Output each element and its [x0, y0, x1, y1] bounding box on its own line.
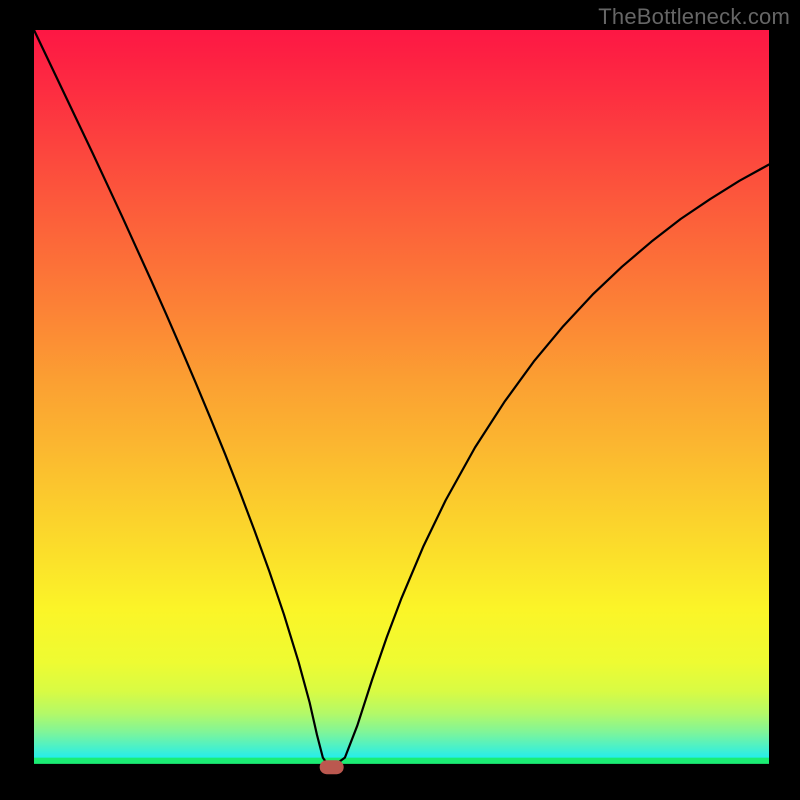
green-baseline-band	[34, 758, 769, 765]
watermark-text: TheBottleneck.com	[598, 4, 790, 30]
gradient-background	[34, 30, 769, 765]
bottleneck-chart	[0, 0, 800, 800]
minimum-marker	[320, 760, 344, 774]
chart-container: TheBottleneck.com	[0, 0, 800, 800]
